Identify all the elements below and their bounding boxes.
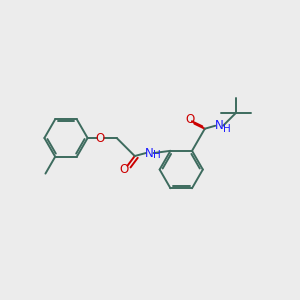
- Text: N: N: [146, 146, 154, 160]
- Text: O: O: [186, 113, 195, 126]
- Text: H: H: [223, 124, 231, 134]
- Text: H: H: [153, 150, 160, 161]
- Text: O: O: [120, 163, 129, 176]
- Text: N: N: [215, 119, 224, 132]
- Text: O: O: [96, 131, 105, 145]
